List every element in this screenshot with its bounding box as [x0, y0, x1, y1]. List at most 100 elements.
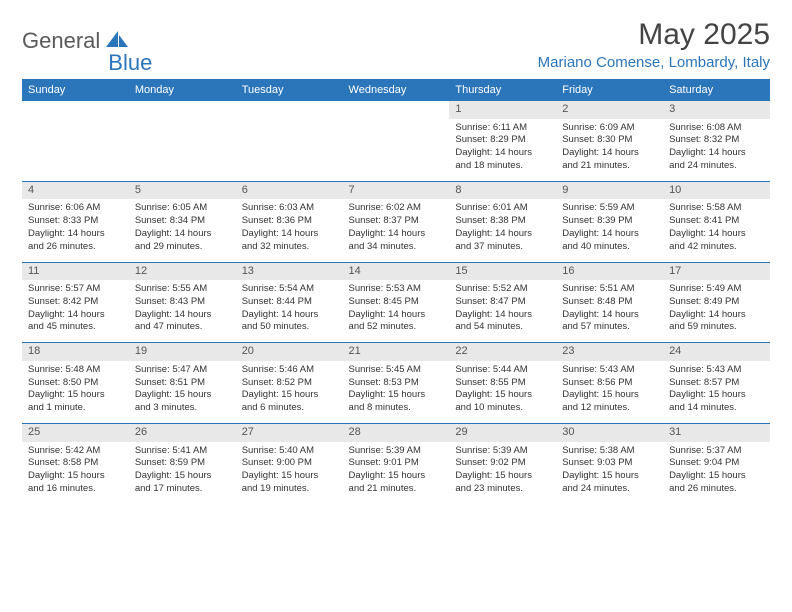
day-cell: Sunrise: 5:38 AMSunset: 9:03 PMDaylight:… [556, 442, 663, 504]
sunrise-text: Sunrise: 5:51 AM [562, 283, 657, 296]
day-number: 13 [236, 262, 343, 280]
sunrise-text: Sunrise: 5:48 AM [28, 364, 123, 377]
sunrise-text: Sunrise: 5:58 AM [669, 202, 764, 215]
sunrise-text: Sunrise: 5:59 AM [562, 202, 657, 215]
sunset-text: Sunset: 9:02 PM [455, 457, 550, 470]
day-number: 3 [663, 101, 770, 119]
daylight-text: Daylight: 14 hours and 47 minutes. [135, 309, 230, 335]
day-number: 24 [663, 343, 770, 361]
daylight-text: Daylight: 14 hours and 42 minutes. [669, 228, 764, 254]
sunset-text: Sunset: 8:56 PM [562, 377, 657, 390]
day-number: 14 [343, 262, 450, 280]
day-number: 1 [449, 101, 556, 119]
sunset-text: Sunset: 8:59 PM [135, 457, 230, 470]
day-cell: Sunrise: 5:54 AMSunset: 8:44 PMDaylight:… [236, 280, 343, 343]
sunset-text: Sunset: 8:49 PM [669, 296, 764, 309]
sunset-text: Sunset: 8:58 PM [28, 457, 123, 470]
sunrise-text: Sunrise: 5:46 AM [242, 364, 337, 377]
sunrise-text: Sunrise: 6:01 AM [455, 202, 550, 215]
daylight-text: Daylight: 14 hours and 18 minutes. [455, 147, 550, 173]
daylight-text: Daylight: 14 hours and 32 minutes. [242, 228, 337, 254]
sunrise-text: Sunrise: 5:57 AM [28, 283, 123, 296]
day-cell: Sunrise: 5:39 AMSunset: 9:01 PMDaylight:… [343, 442, 450, 504]
day-number: 12 [129, 262, 236, 280]
weekday-header: Friday [556, 80, 663, 101]
day-content-row: Sunrise: 6:06 AMSunset: 8:33 PMDaylight:… [22, 199, 770, 262]
daylight-text: Daylight: 14 hours and 37 minutes. [455, 228, 550, 254]
day-cell: Sunrise: 5:52 AMSunset: 8:47 PMDaylight:… [449, 280, 556, 343]
day-number: 16 [556, 262, 663, 280]
day-number: 28 [343, 424, 450, 442]
day-number: 7 [343, 181, 450, 199]
sunset-text: Sunset: 9:04 PM [669, 457, 764, 470]
sunset-text: Sunset: 9:01 PM [349, 457, 444, 470]
sunset-text: Sunset: 8:39 PM [562, 215, 657, 228]
daylight-text: Daylight: 15 hours and 3 minutes. [135, 389, 230, 415]
day-cell: Sunrise: 5:43 AMSunset: 8:57 PMDaylight:… [663, 361, 770, 424]
month-title: May 2025 [538, 18, 770, 52]
sunrise-text: Sunrise: 5:52 AM [455, 283, 550, 296]
day-number-row: 45678910 [22, 181, 770, 199]
day-number: 15 [449, 262, 556, 280]
day-number: 17 [663, 262, 770, 280]
sunset-text: Sunset: 8:45 PM [349, 296, 444, 309]
sunset-text: Sunset: 8:47 PM [455, 296, 550, 309]
day-content-row: Sunrise: 5:48 AMSunset: 8:50 PM Daylight:… [22, 361, 770, 424]
sunrise-text: Sunrise: 5:43 AM [562, 364, 657, 377]
daylight-text: Daylight: 15 hours and 6 minutes. [242, 389, 337, 415]
sunrise-text: Sunrise: 5:39 AM [455, 445, 550, 458]
sunset-text: Sunset: 8:55 PM [455, 377, 550, 390]
sunrise-text: Sunrise: 6:09 AM [562, 122, 657, 135]
day-cell: Sunrise: 5:57 AMSunset: 8:42 PMDaylight:… [22, 280, 129, 343]
day-number: 22 [449, 343, 556, 361]
daylight-text: Daylight: 15 hours and 16 minutes. [28, 470, 123, 496]
daylight-text: Daylight: 14 hours and 57 minutes. [562, 309, 657, 335]
day-cell: Sunrise: 6:11 AMSunset: 8:29 PMDaylight:… [449, 119, 556, 182]
location: Mariano Comense, Lombardy, Italy [538, 54, 770, 71]
sunrise-text: Sunrise: 5:37 AM [669, 445, 764, 458]
day-cell: Sunrise: 5:46 AMSunset: 8:52 PMDaylight:… [236, 361, 343, 424]
daylight-text: Daylight: 15 hours and 12 minutes. [562, 389, 657, 415]
sunrise-text: Sunrise: 6:08 AM [669, 122, 764, 135]
sunset-text: Sunset: 8:33 PM [28, 215, 123, 228]
day-cell: Sunrise: 5:53 AMSunset: 8:45 PMDaylight:… [343, 280, 450, 343]
sunset-text: Sunset: 8:51 PM [135, 377, 230, 390]
weekday-header: Monday [129, 80, 236, 101]
day-cell: Sunrise: 5:44 AMSunset: 8:55 PMDaylight:… [449, 361, 556, 424]
daylight-text: Daylight: 15 hours and 23 minutes. [455, 470, 550, 496]
day-number [22, 101, 129, 119]
day-cell: Sunrise: 5:39 AMSunset: 9:02 PMDaylight:… [449, 442, 556, 504]
day-number: 25 [22, 424, 129, 442]
sunset-text: Sunset: 8:53 PM [349, 377, 444, 390]
daylight-text: Daylight: 15 hours and 14 minutes. [669, 389, 764, 415]
weekday-header: Wednesday [343, 80, 450, 101]
day-cell: Sunrise: 5:47 AMSunset: 8:51 PMDaylight:… [129, 361, 236, 424]
day-content-row: Sunrise: 6:11 AMSunset: 8:29 PMDaylight:… [22, 119, 770, 182]
day-cell: Sunrise: 5:42 AMSunset: 8:58 PMDaylight:… [22, 442, 129, 504]
day-cell: Sunrise: 6:03 AMSunset: 8:36 PMDaylight:… [236, 199, 343, 262]
sunrise-text: Sunrise: 5:42 AM [28, 445, 123, 458]
day-number: 10 [663, 181, 770, 199]
day-cell: Sunrise: 6:09 AMSunset: 8:30 PMDaylight:… [556, 119, 663, 182]
sunset-text: Sunset: 8:29 PM [455, 134, 550, 147]
sunset-text: Sunset: 8:37 PM [349, 215, 444, 228]
day-number-row: 123 [22, 101, 770, 119]
day-cell: Sunrise: 5:41 AMSunset: 8:59 PMDaylight:… [129, 442, 236, 504]
day-number: 4 [22, 181, 129, 199]
day-cell: Sunrise: 5:48 AMSunset: 8:50 PMDaylight:… [22, 361, 129, 424]
day-cell: Sunrise: 6:06 AMSunset: 8:33 PMDaylight:… [22, 199, 129, 262]
daylight-text: Daylight: 15 hours and 8 minutes. [349, 389, 444, 415]
day-cell [22, 119, 129, 182]
day-number: 26 [129, 424, 236, 442]
day-number: 2 [556, 101, 663, 119]
sunrise-text: Sunrise: 5:41 AM [135, 445, 230, 458]
daylight-text: Daylight: 14 hours and 24 minutes. [669, 147, 764, 173]
sunset-text: Sunset: 9:00 PM [242, 457, 337, 470]
weekday-header-row: Sunday Monday Tuesday Wednesday Thursday… [22, 80, 770, 101]
sunset-text: Sunset: 8:50 PM [28, 377, 123, 390]
day-cell: Sunrise: 5:58 AMSunset: 8:41 PMDaylight:… [663, 199, 770, 262]
daylight-text: Daylight: 14 hours and 21 minutes. [562, 147, 657, 173]
sunrise-text: Sunrise: 5:40 AM [242, 445, 337, 458]
sunset-text: Sunset: 8:48 PM [562, 296, 657, 309]
sunset-text: Sunset: 8:44 PM [242, 296, 337, 309]
